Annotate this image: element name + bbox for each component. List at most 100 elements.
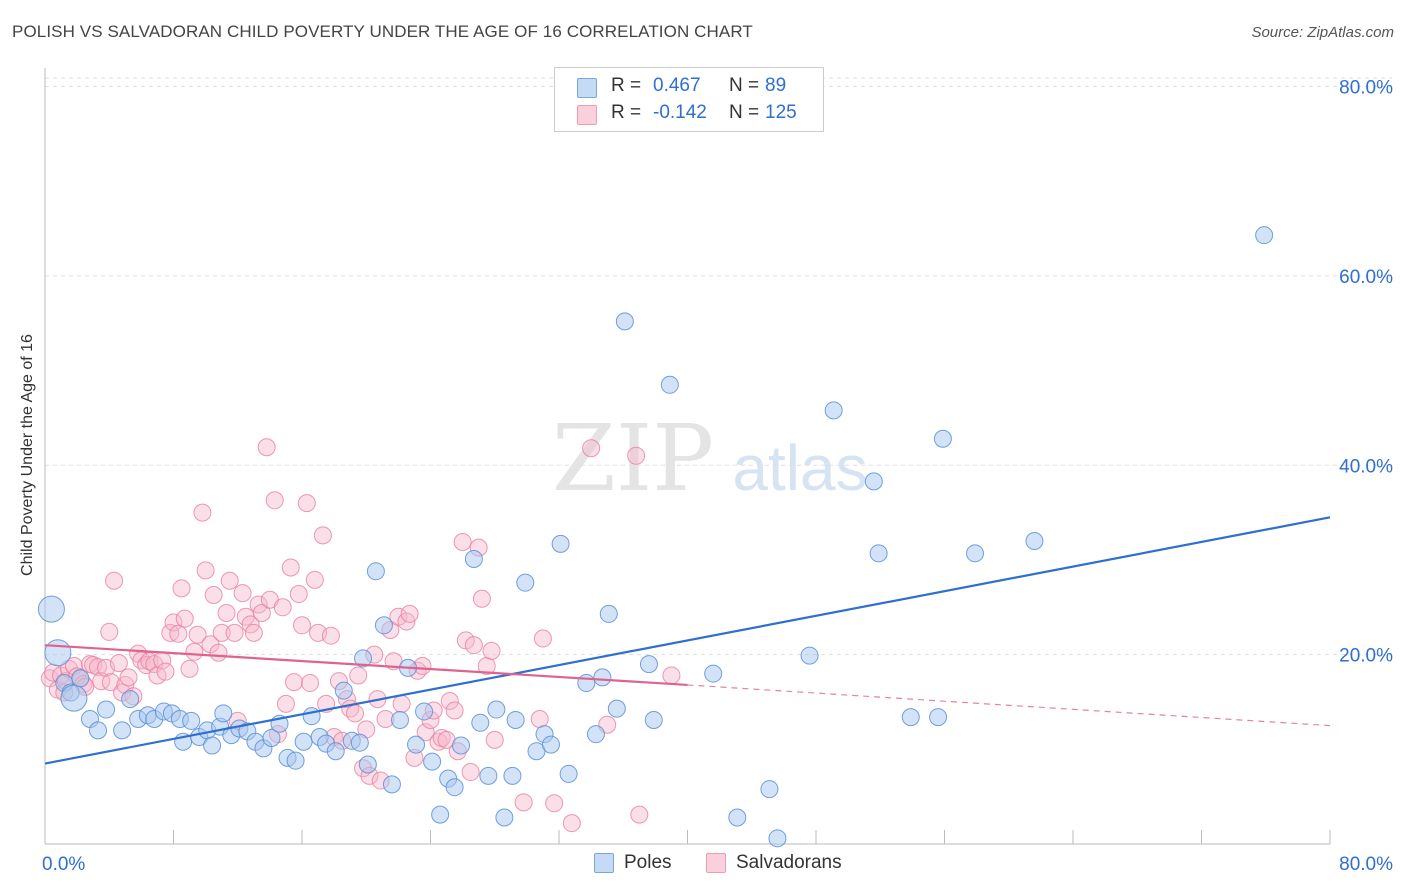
poles-point <box>559 764 578 783</box>
poles-point <box>97 700 116 719</box>
poles-point <box>577 674 596 693</box>
salvadorans-point <box>212 623 231 642</box>
salvadorans-point <box>101 673 120 692</box>
salvadorans-point <box>464 636 483 655</box>
chart-title: POLISH VS SALVADORAN CHILD POVERTY UNDER… <box>12 22 753 41</box>
salvadorans-point <box>627 446 646 465</box>
salvadorans-point <box>440 692 459 711</box>
poles-point <box>326 742 345 761</box>
trendlines <box>44 516 1331 765</box>
x-tick-label: 0.0% <box>42 854 85 875</box>
salvadorans-point <box>220 571 239 590</box>
poles-point <box>407 735 426 754</box>
poles-point <box>728 808 747 827</box>
salvadorans-point <box>530 710 549 729</box>
salvadorans-point <box>289 585 308 604</box>
poles-point <box>1255 226 1274 245</box>
y-axis-label: Child Poverty Under the Age of 16 <box>19 334 36 576</box>
legend: R = 0.467 N = 89 R = -0.142 N = 125 <box>554 67 824 132</box>
poles-point <box>495 808 514 827</box>
legend-r-value: 0.467 <box>653 75 701 96</box>
salvadorans-point <box>204 585 223 604</box>
salvadorans-point <box>562 814 581 833</box>
poles-point <box>294 732 313 751</box>
salvadorans-point <box>105 571 124 590</box>
poles-point <box>824 401 843 420</box>
salvadorans-point <box>92 672 111 691</box>
salvadorans-point <box>276 694 295 713</box>
poles-point <box>334 681 353 700</box>
salvadorans-point <box>169 624 188 643</box>
salvadorans-point <box>453 532 472 551</box>
poles-point <box>37 595 65 623</box>
legend-r-label: R = <box>611 75 642 96</box>
salvadorans-point <box>273 598 292 617</box>
salvadorans-point <box>305 570 324 589</box>
salvadorans-point <box>185 642 204 661</box>
poles-point <box>182 711 201 730</box>
poles-point <box>354 649 373 668</box>
source-label: Source: ZipAtlas.com <box>1251 24 1394 41</box>
poles-point <box>1025 532 1044 551</box>
legend-r-label: R = <box>611 102 642 123</box>
poles-label: Poles <box>624 852 672 873</box>
poles-points <box>37 226 1274 848</box>
salvadorans-trendline <box>44 644 688 687</box>
poles-point <box>44 639 72 667</box>
axes <box>44 68 1331 845</box>
salvadorans-point <box>514 793 533 812</box>
poles-point <box>541 735 560 754</box>
salvadorans-point <box>209 643 228 662</box>
salvadorans-point <box>482 641 501 660</box>
salvadorans-point <box>225 623 244 642</box>
poles-point <box>760 780 779 799</box>
poles-point <box>506 710 525 729</box>
salvadorans-point <box>156 662 175 681</box>
y-tick-label: 20.0% <box>1339 646 1393 667</box>
legend-n-value: 125 <box>765 102 797 123</box>
salvadorans-point <box>252 603 271 622</box>
salvadorans-point <box>321 626 340 645</box>
salvadorans-point <box>193 503 212 522</box>
poles-trendline <box>44 516 1331 765</box>
salvadorans-point <box>630 805 649 824</box>
poles-point <box>464 550 483 569</box>
poles-point <box>431 805 450 824</box>
x-tick-label: 80.0% <box>1339 854 1393 875</box>
salvadorans-point <box>293 616 311 635</box>
salvadorans-point <box>445 701 464 720</box>
salvadorans-point <box>196 561 215 580</box>
watermark: ZIP atlas <box>552 405 868 512</box>
poles-point <box>89 721 108 740</box>
poles-point <box>71 669 90 688</box>
legend-r-value: -0.142 <box>653 102 707 123</box>
watermark-zip: ZIP <box>552 405 714 512</box>
salvadorans-point <box>297 494 316 513</box>
poles-point <box>644 710 663 729</box>
salvadorans-points <box>40 438 681 833</box>
salvadorans-point <box>400 604 419 623</box>
salvadorans-swatch <box>706 853 726 873</box>
poles-point <box>551 534 570 553</box>
poles-point <box>366 562 385 581</box>
poles-point <box>203 736 222 755</box>
salvadorans-point <box>281 558 300 577</box>
legend-n-value: 89 <box>765 75 787 96</box>
salvadorans-point <box>257 438 276 457</box>
poles-point <box>704 664 723 683</box>
poles-point <box>382 775 401 794</box>
salvadorans-point <box>392 694 411 713</box>
salvadorans-point <box>662 666 681 685</box>
watermark-atlas: atlas <box>732 432 867 504</box>
poles-point <box>516 573 535 592</box>
salvadorans-point <box>346 704 365 723</box>
legend-n-label: N = <box>729 102 760 123</box>
salvadorans-point <box>313 526 332 545</box>
poles-point <box>768 829 787 848</box>
poles-point <box>471 713 490 732</box>
poles-point <box>660 375 679 394</box>
salvadorans-point <box>180 659 199 678</box>
poles-swatch <box>577 78 597 98</box>
poles-point <box>415 702 434 721</box>
poles-point <box>423 752 442 771</box>
